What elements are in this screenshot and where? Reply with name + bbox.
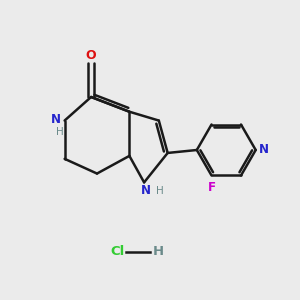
Text: H: H (152, 245, 164, 258)
Text: F: F (208, 181, 215, 194)
Text: Cl: Cl (111, 245, 125, 258)
Text: O: O (86, 49, 96, 62)
Text: N: N (51, 112, 61, 126)
Text: H: H (156, 186, 164, 196)
Text: N: N (259, 143, 269, 157)
Text: N: N (141, 184, 151, 197)
Text: H: H (56, 127, 64, 137)
